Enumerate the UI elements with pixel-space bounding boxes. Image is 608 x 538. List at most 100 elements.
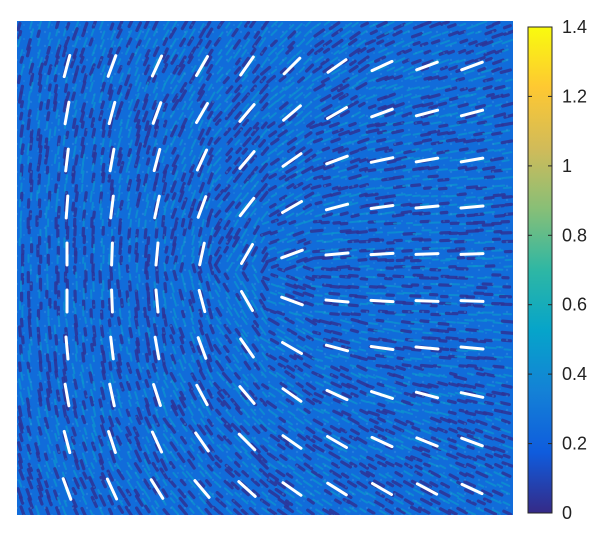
director-segment xyxy=(326,58,348,74)
colorbar-tick-label: 0.6 xyxy=(562,295,587,315)
director-segment xyxy=(107,430,117,454)
director-segment xyxy=(414,204,440,210)
director-segment xyxy=(370,107,394,119)
director-segment xyxy=(326,106,348,120)
director-segment xyxy=(369,345,395,351)
colorbar-tick-label: 1.4 xyxy=(562,17,587,37)
director-segment xyxy=(240,290,254,312)
director-segment xyxy=(64,147,70,173)
director-segment xyxy=(238,103,256,123)
director-segment xyxy=(108,382,116,408)
director-segment xyxy=(459,299,485,303)
director-segment xyxy=(195,383,209,407)
colorbar-gradient xyxy=(527,26,553,514)
director-segment xyxy=(240,243,254,265)
director-segment xyxy=(109,194,115,220)
director-segment xyxy=(282,56,302,76)
director-segment xyxy=(150,54,164,78)
director-segment xyxy=(152,383,162,407)
director-segment xyxy=(415,482,439,496)
director-segment xyxy=(324,298,350,304)
director-segment xyxy=(237,432,257,452)
director-segment xyxy=(106,54,118,78)
director-segment xyxy=(239,337,255,359)
director-segment xyxy=(459,391,485,399)
director-segment xyxy=(460,482,484,496)
director-segment xyxy=(414,345,440,351)
director-segment xyxy=(196,195,208,219)
director-segment xyxy=(369,204,395,210)
colorbar-tick-label: 1.2 xyxy=(562,86,587,106)
director-segment xyxy=(62,429,72,455)
director-segment xyxy=(414,299,440,303)
director-segment xyxy=(61,477,73,501)
director-segment xyxy=(154,288,160,314)
director-segment xyxy=(149,478,165,500)
director-segment xyxy=(105,477,119,501)
director-segment xyxy=(64,194,70,220)
director-segment xyxy=(195,55,209,77)
director-segment xyxy=(325,388,349,402)
director-segment xyxy=(151,101,163,125)
director-segment xyxy=(196,336,208,360)
director-segment xyxy=(281,341,303,355)
director-segment xyxy=(369,298,395,304)
director-segment xyxy=(370,59,394,73)
director-segment xyxy=(370,435,394,449)
director-segment xyxy=(63,100,71,126)
colorbar-tick-label: 0.8 xyxy=(562,225,587,245)
director-segment xyxy=(62,53,72,79)
director-segment xyxy=(153,335,161,361)
director-segment xyxy=(281,200,303,214)
director-segment xyxy=(281,434,303,450)
director-segment xyxy=(238,196,256,218)
director-segment xyxy=(107,100,117,126)
director-segment xyxy=(238,150,256,170)
director-segment xyxy=(414,156,440,164)
director-segment xyxy=(325,154,349,166)
director-segment xyxy=(198,241,206,267)
director-segment xyxy=(195,102,209,124)
director-segment xyxy=(324,343,350,353)
heatmap-speckle xyxy=(17,21,513,515)
director-segment xyxy=(460,60,484,72)
director-segment xyxy=(414,108,440,118)
director-segment xyxy=(195,148,209,172)
director-segment xyxy=(281,387,303,403)
director-segment xyxy=(459,204,485,210)
director-segment xyxy=(109,335,115,361)
director-segment xyxy=(64,335,70,361)
director-segment xyxy=(370,390,394,400)
director-segment xyxy=(281,481,303,497)
director-segment xyxy=(280,295,304,307)
colorbar-tick-label: 0 xyxy=(562,503,572,523)
director-segment xyxy=(108,147,116,173)
director-segment xyxy=(153,194,161,220)
director-segment xyxy=(459,252,485,256)
director-segment xyxy=(197,288,207,314)
director-segment xyxy=(282,104,302,122)
director-segment xyxy=(415,436,439,448)
director-segment xyxy=(459,156,485,164)
colorbar-tick-label: 0.2 xyxy=(562,434,587,454)
heatmap-plot-area xyxy=(17,21,513,515)
director-segment xyxy=(238,385,256,405)
director-segment xyxy=(63,382,71,408)
director-segment xyxy=(369,251,395,257)
director-segment xyxy=(193,479,211,499)
director-segment xyxy=(154,241,160,267)
colorbar-tick-label: 0.4 xyxy=(562,364,587,384)
director-segment xyxy=(324,251,350,257)
director-segment xyxy=(459,108,485,118)
director-segment xyxy=(415,60,439,72)
director-segment xyxy=(414,252,440,256)
director-segment xyxy=(150,430,164,454)
director-segment xyxy=(281,152,303,168)
director-segment xyxy=(280,248,304,260)
director-segment xyxy=(110,241,114,267)
colorbar: 0 0.2 0.4 0.6 0.8 1 1.2 1.4 xyxy=(527,17,587,523)
director-segment xyxy=(369,156,395,164)
director-segment xyxy=(110,288,114,314)
director-segment xyxy=(324,202,350,212)
director-segment xyxy=(371,482,393,496)
